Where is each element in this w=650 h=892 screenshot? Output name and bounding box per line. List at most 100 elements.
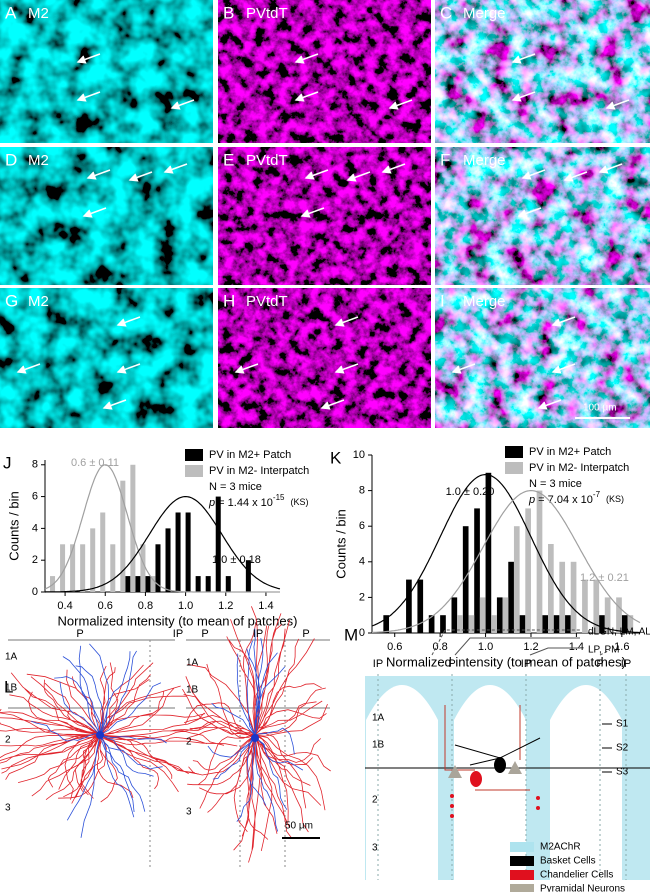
legend-label: Basket Cells [540, 856, 596, 867]
column-label: P [76, 628, 83, 640]
bar [496, 597, 503, 633]
arrow [511, 91, 536, 102]
pyramidal-cell [508, 761, 522, 774]
bar [621, 615, 628, 633]
bar [565, 615, 571, 633]
bar [165, 528, 171, 592]
arrow [537, 399, 562, 410]
bar [110, 544, 116, 592]
y-tick-label: 8 [32, 459, 38, 471]
p-number: = 7.04 x 10 [535, 494, 593, 506]
panel-letter: I [440, 291, 445, 310]
layer-label: 1A [5, 652, 18, 663]
layer-label: 1A [372, 713, 385, 724]
bar [451, 597, 458, 633]
y-tick-label: 6 [32, 490, 38, 502]
y-tick-label: 6 [359, 520, 365, 532]
bar [215, 496, 221, 592]
p-value: p = 1.44 x 10-15 (KS) [208, 493, 308, 509]
legend-swatch [185, 449, 203, 461]
panel-letter: H [223, 291, 235, 310]
p-exponent: -7 [593, 490, 601, 499]
y-tick-label: 10 [353, 449, 365, 461]
legend-label: PV in M2+ Patch [209, 449, 291, 461]
panel-letter: F [440, 150, 450, 169]
bar [508, 561, 514, 633]
y-axis-label: Counts / bin [333, 509, 348, 578]
panel-label: M2 [28, 152, 49, 169]
legend-swatch [510, 884, 534, 892]
panel-letter: G [5, 291, 18, 310]
legend-swatch [505, 446, 523, 458]
chandelier-cell [470, 771, 482, 787]
arrow [551, 316, 576, 327]
bar [519, 615, 526, 633]
arrow [388, 99, 413, 110]
panel-label: Merge [463, 5, 506, 22]
neuron-tracing [170, 606, 331, 863]
bar [130, 464, 136, 592]
arrow [605, 99, 630, 110]
layer-label: 3 [372, 843, 378, 854]
bar [536, 490, 543, 633]
column-label: P [302, 628, 309, 640]
panel-label: Merge [463, 152, 506, 169]
panel-letter: L [4, 677, 13, 696]
input-line [529, 647, 580, 656]
soma [96, 731, 104, 739]
arrow [170, 99, 195, 110]
sublayer-label: S1 [616, 719, 629, 730]
panel-label: Merge [463, 293, 506, 310]
legend-swatch [510, 870, 534, 880]
bar [120, 480, 126, 592]
y-tick-label: 0 [32, 586, 38, 598]
fit-curve [44, 464, 280, 593]
x-tick-label: 1.4 [258, 600, 273, 612]
cartridge [450, 814, 454, 818]
patch-column [550, 685, 622, 880]
column-label: P [596, 658, 603, 670]
panel-letter: J [3, 453, 12, 472]
panel-letter: E [223, 150, 234, 169]
fit-label: 1.0 ± 0.18 [212, 554, 261, 566]
micrograph [0, 0, 213, 143]
y-tick-label: 8 [359, 485, 365, 497]
column-label: IP [173, 628, 183, 640]
arrow [76, 53, 101, 64]
layer-label: 2 [372, 795, 378, 806]
fit-label: 0.6 ± 0.11 [71, 457, 119, 469]
arrow [517, 207, 542, 218]
panel-letter: D [5, 150, 17, 169]
n-label: N = 3 mice [529, 478, 582, 490]
layer-label: 2 [186, 737, 192, 748]
neuron-tracing [31, 643, 167, 838]
bar [479, 597, 486, 633]
y-tick-label: 2 [32, 554, 38, 566]
x-tick-label: 0.6 [387, 641, 402, 653]
layer-label: 1B [186, 685, 199, 696]
bar [140, 544, 146, 592]
layer-label: 3 [186, 807, 192, 818]
p-symbol: p [208, 497, 215, 509]
bar [135, 576, 141, 592]
input-label: dLGN, LM, AL [588, 627, 650, 638]
p-symbol: p [528, 494, 535, 506]
arrow [234, 363, 259, 374]
arrow [563, 171, 588, 182]
bar [542, 615, 549, 633]
panel-label: M2 [28, 293, 49, 310]
chandelier-axon [444, 705, 530, 791]
panel-label: PVtdT [246, 5, 288, 22]
legend-label: PV in M2- Interpatch [209, 465, 309, 477]
fit-curve [371, 474, 640, 634]
arrow [304, 169, 329, 180]
legend-label: Pyramidal Neurons [540, 884, 625, 892]
arrow [76, 91, 101, 102]
p-exponent: -15 [273, 493, 285, 502]
column-label: IP [373, 658, 383, 670]
arrow [102, 399, 127, 410]
arrow [511, 53, 536, 64]
micrograph [0, 147, 213, 285]
